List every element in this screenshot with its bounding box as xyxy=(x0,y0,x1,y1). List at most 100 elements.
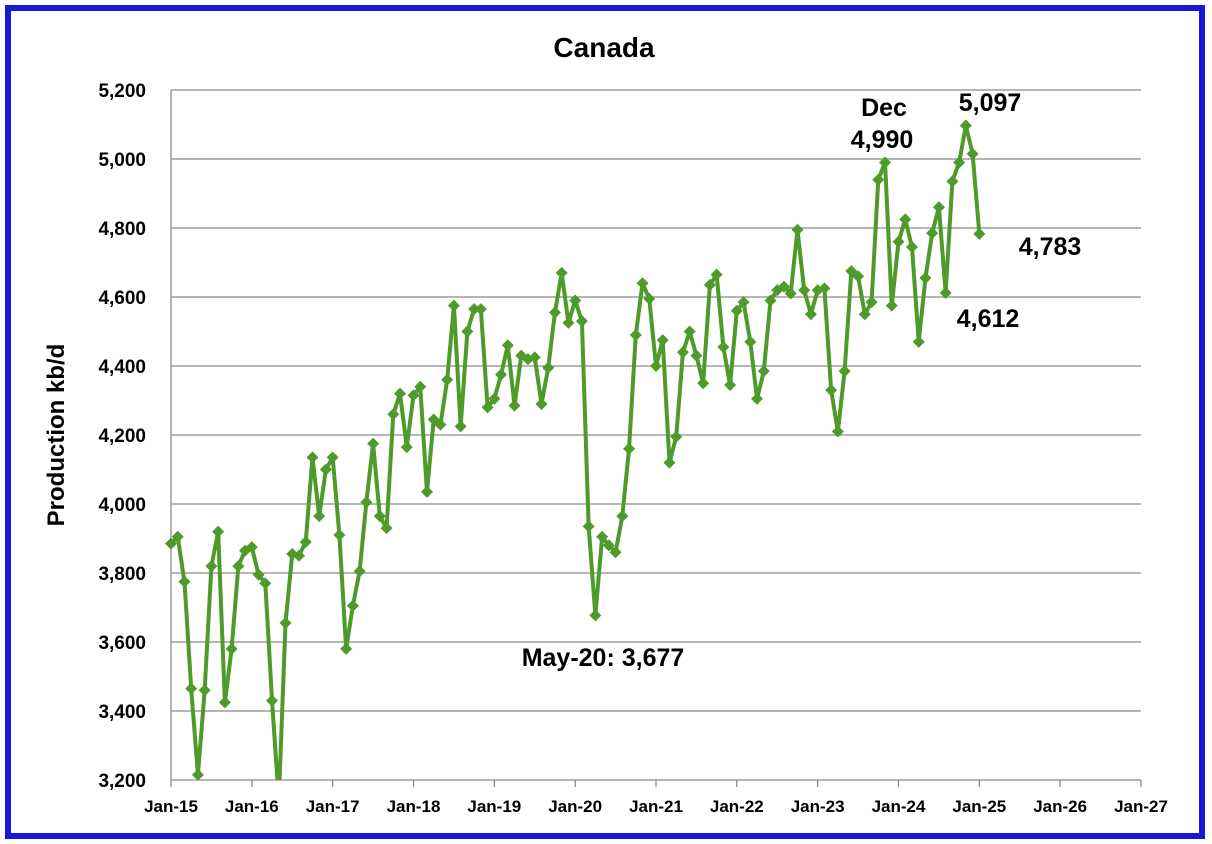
data-point xyxy=(569,294,582,307)
annotation-4612: 4,612 xyxy=(957,305,1020,333)
data-point xyxy=(757,365,770,378)
data-point xyxy=(710,268,723,281)
x-tick-label: Jan-16 xyxy=(225,797,279,816)
y-tick-label: 5,200 xyxy=(98,81,146,102)
y-tick-label: 4,600 xyxy=(98,288,146,309)
data-point xyxy=(225,642,238,655)
data-point xyxy=(542,361,555,374)
y-tick-label: 4,800 xyxy=(98,219,146,240)
data-point xyxy=(407,389,420,402)
data-point xyxy=(966,147,979,160)
data-point xyxy=(656,334,669,347)
data-point xyxy=(865,296,878,309)
data-point xyxy=(932,201,945,214)
data-point xyxy=(676,346,689,359)
data-point xyxy=(191,768,204,780)
x-tick-label: Jan-24 xyxy=(872,797,926,816)
data-point xyxy=(434,418,447,431)
data-point xyxy=(939,286,952,299)
data-point xyxy=(582,520,595,533)
data-point xyxy=(454,420,467,433)
data-point xyxy=(764,294,777,307)
data-point xyxy=(326,451,339,464)
data-point xyxy=(926,227,939,240)
data-point xyxy=(346,599,359,612)
data-point xyxy=(899,213,912,226)
data-point xyxy=(373,510,386,523)
data-point xyxy=(831,425,844,438)
data-point xyxy=(798,284,811,297)
data-point xyxy=(333,529,346,542)
data-point xyxy=(852,270,865,283)
data-point xyxy=(461,325,474,338)
data-point xyxy=(825,384,838,397)
data-point xyxy=(872,173,885,186)
data-point xyxy=(474,303,487,316)
data-point xyxy=(232,560,245,573)
data-point xyxy=(905,240,918,253)
data-point xyxy=(555,266,568,279)
x-tick-label: Jan-17 xyxy=(306,797,360,816)
data-point xyxy=(535,397,548,410)
data-point xyxy=(616,510,629,523)
data-point xyxy=(791,223,804,236)
data-point xyxy=(946,175,959,188)
data-point xyxy=(690,349,703,362)
data-point xyxy=(468,303,481,316)
data-point xyxy=(879,156,892,169)
data-point xyxy=(353,565,366,578)
y-tick-labels: 3,200 3,400 3,600 3,800 4,000 4,200 4,400 4,600… xyxy=(98,81,146,792)
data-point xyxy=(589,609,602,622)
y-tick-label: 4,200 xyxy=(98,426,146,447)
x-tick-label: Jan-19 xyxy=(467,797,521,816)
data-point xyxy=(636,277,649,290)
data-point xyxy=(959,119,972,132)
data-point xyxy=(562,316,575,329)
y-axis-label: Production kb/d xyxy=(43,344,70,527)
data-point xyxy=(953,156,966,169)
data-point xyxy=(259,577,272,590)
data-point xyxy=(730,304,743,317)
data-point xyxy=(528,351,541,364)
data-point xyxy=(643,292,656,305)
chart-title: Canada xyxy=(553,32,655,63)
data-point xyxy=(319,463,332,476)
data-point xyxy=(744,335,757,348)
data-point xyxy=(420,485,433,498)
data-point xyxy=(818,282,831,295)
series-group xyxy=(165,119,986,780)
data-point xyxy=(171,530,184,543)
data-point xyxy=(306,451,319,464)
data-point xyxy=(596,530,609,543)
x-tick-label: Jan-25 xyxy=(952,797,1006,816)
data-point xyxy=(623,442,636,455)
gridlines xyxy=(171,89,1141,712)
x-tick-label: Jan-27 xyxy=(1114,797,1168,816)
data-point xyxy=(400,441,413,454)
data-point xyxy=(205,560,218,573)
data-point xyxy=(495,368,508,381)
data-point xyxy=(185,682,198,695)
data-point xyxy=(387,408,400,421)
data-point xyxy=(198,684,211,697)
data-point xyxy=(602,539,615,552)
data-point xyxy=(892,235,905,248)
data-point xyxy=(683,325,696,338)
data-point xyxy=(441,373,454,386)
x-tick-label: Jan-22 xyxy=(710,797,764,816)
data-point xyxy=(575,315,588,328)
data-point xyxy=(751,392,764,405)
data-point xyxy=(670,430,683,443)
data-point xyxy=(804,308,817,321)
data-point xyxy=(299,535,312,548)
data-point xyxy=(784,287,797,300)
data-point xyxy=(447,299,460,312)
data-point xyxy=(650,360,662,372)
data-point xyxy=(488,392,501,405)
data-point xyxy=(212,525,225,538)
x-tick-label: Jan-23 xyxy=(791,797,845,816)
data-point xyxy=(724,378,737,391)
series-line xyxy=(169,123,982,780)
data-point xyxy=(548,306,561,319)
annotation-5097: 5,097 xyxy=(959,89,1022,117)
